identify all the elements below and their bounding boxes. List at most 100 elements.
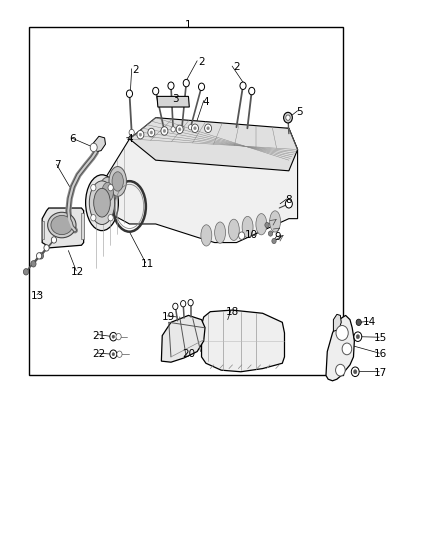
Circle shape bbox=[356, 335, 360, 339]
Polygon shape bbox=[92, 136, 106, 152]
Circle shape bbox=[38, 253, 43, 259]
Polygon shape bbox=[130, 118, 297, 171]
Circle shape bbox=[180, 301, 186, 307]
Circle shape bbox=[110, 333, 117, 341]
Circle shape bbox=[194, 127, 196, 130]
Circle shape bbox=[268, 231, 273, 236]
Text: 4: 4 bbox=[126, 134, 133, 144]
Text: 2: 2 bbox=[233, 62, 240, 72]
Ellipse shape bbox=[102, 182, 113, 202]
Circle shape bbox=[351, 367, 359, 376]
Circle shape bbox=[90, 143, 97, 152]
Text: 1: 1 bbox=[185, 20, 192, 30]
Ellipse shape bbox=[215, 222, 226, 243]
Text: 11: 11 bbox=[140, 259, 154, 269]
Text: 3: 3 bbox=[172, 94, 179, 104]
Text: 18: 18 bbox=[226, 306, 239, 317]
Text: 2: 2 bbox=[133, 65, 139, 75]
Circle shape bbox=[249, 87, 255, 95]
Circle shape bbox=[152, 87, 159, 95]
Circle shape bbox=[36, 253, 42, 259]
Polygon shape bbox=[42, 221, 44, 239]
Circle shape bbox=[129, 130, 134, 136]
Ellipse shape bbox=[270, 211, 281, 232]
Text: 19: 19 bbox=[162, 312, 175, 322]
Text: 21: 21 bbox=[92, 330, 106, 341]
Circle shape bbox=[180, 126, 184, 131]
Circle shape bbox=[51, 237, 57, 243]
Ellipse shape bbox=[99, 177, 117, 207]
Text: 5: 5 bbox=[297, 107, 303, 117]
Circle shape bbox=[205, 124, 212, 133]
Circle shape bbox=[286, 199, 292, 208]
Text: 12: 12 bbox=[71, 267, 84, 277]
Circle shape bbox=[116, 334, 121, 340]
Ellipse shape bbox=[242, 216, 253, 238]
Text: 14: 14 bbox=[363, 317, 376, 327]
Polygon shape bbox=[90, 128, 297, 243]
Polygon shape bbox=[157, 96, 189, 107]
Ellipse shape bbox=[256, 214, 267, 235]
Circle shape bbox=[176, 125, 183, 134]
Ellipse shape bbox=[94, 188, 110, 217]
Ellipse shape bbox=[51, 215, 73, 235]
Circle shape bbox=[112, 353, 115, 356]
Circle shape bbox=[31, 261, 36, 267]
Ellipse shape bbox=[48, 212, 76, 238]
Circle shape bbox=[240, 82, 246, 90]
Circle shape bbox=[127, 90, 133, 98]
Text: 20: 20 bbox=[182, 349, 195, 359]
Ellipse shape bbox=[201, 225, 212, 246]
Text: 17: 17 bbox=[374, 368, 387, 378]
Circle shape bbox=[356, 319, 361, 326]
Text: 10: 10 bbox=[245, 230, 258, 240]
Circle shape bbox=[44, 245, 49, 251]
Ellipse shape bbox=[109, 166, 127, 196]
Circle shape bbox=[150, 131, 152, 134]
Polygon shape bbox=[201, 310, 285, 372]
Text: 16: 16 bbox=[374, 349, 387, 359]
Text: 22: 22 bbox=[92, 349, 106, 359]
Circle shape bbox=[148, 128, 155, 137]
Circle shape bbox=[239, 232, 245, 239]
Circle shape bbox=[173, 303, 178, 310]
Circle shape bbox=[198, 83, 205, 91]
Circle shape bbox=[117, 351, 122, 358]
Polygon shape bbox=[81, 213, 84, 239]
Circle shape bbox=[23, 269, 28, 275]
Circle shape bbox=[191, 124, 198, 133]
Circle shape bbox=[108, 184, 113, 191]
Circle shape bbox=[265, 222, 269, 228]
Circle shape bbox=[336, 365, 345, 376]
Circle shape bbox=[188, 125, 193, 130]
Polygon shape bbox=[42, 208, 84, 248]
Text: 15: 15 bbox=[374, 333, 387, 343]
Circle shape bbox=[168, 82, 174, 90]
Circle shape bbox=[336, 326, 348, 341]
Polygon shape bbox=[333, 314, 341, 332]
Text: 7: 7 bbox=[54, 160, 61, 171]
Circle shape bbox=[171, 127, 175, 132]
Circle shape bbox=[207, 127, 209, 130]
Ellipse shape bbox=[228, 219, 239, 240]
Circle shape bbox=[183, 79, 189, 87]
Circle shape bbox=[137, 131, 144, 139]
Ellipse shape bbox=[89, 181, 115, 224]
Circle shape bbox=[188, 300, 193, 306]
Text: 8: 8 bbox=[286, 195, 292, 205]
Circle shape bbox=[108, 215, 113, 221]
Circle shape bbox=[353, 369, 357, 374]
Circle shape bbox=[284, 112, 292, 123]
Circle shape bbox=[354, 332, 362, 342]
Circle shape bbox=[286, 115, 290, 120]
Text: 6: 6 bbox=[69, 134, 76, 144]
Bar bbox=[29, 27, 343, 375]
Circle shape bbox=[178, 128, 181, 131]
Circle shape bbox=[110, 350, 117, 359]
Circle shape bbox=[161, 127, 168, 135]
Circle shape bbox=[91, 215, 96, 221]
Circle shape bbox=[139, 133, 142, 136]
Circle shape bbox=[342, 343, 352, 355]
Text: 2: 2 bbox=[198, 57, 205, 67]
Circle shape bbox=[163, 130, 166, 133]
